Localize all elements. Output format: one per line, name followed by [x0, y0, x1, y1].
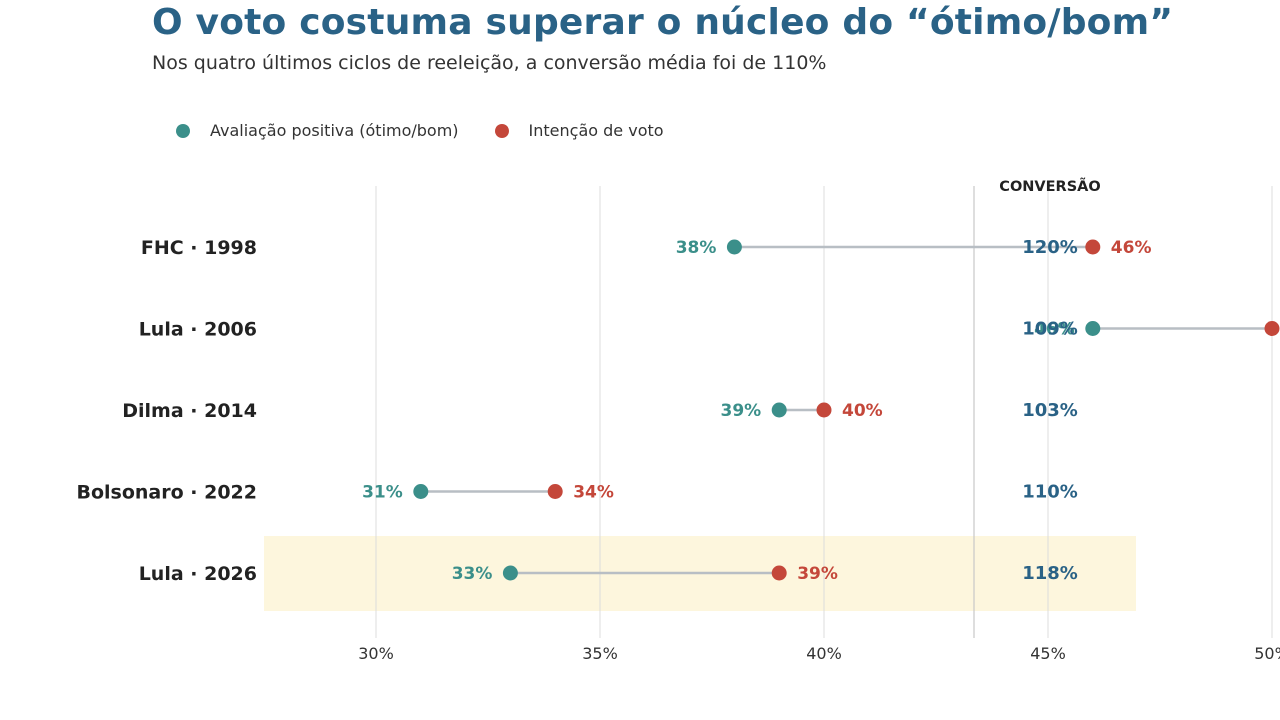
legend-item-approval: Avaliação positiva (ótimo/bom) [176, 121, 459, 140]
approval-data-label: 46% [1034, 320, 1075, 340]
legend: Avaliação positiva (ótimo/bom) Intenção … [176, 121, 700, 140]
vote-point [771, 565, 787, 581]
legend-label-vote: Intenção de voto [528, 121, 664, 140]
vote-data-label: 46% [1111, 238, 1152, 258]
vote-data-label: 39% [797, 564, 838, 584]
approval-data-label: 38% [676, 238, 717, 258]
approval-point [726, 239, 742, 255]
legend-marker-approval [176, 123, 190, 138]
row-label: Dilma · 2014 [122, 400, 257, 422]
x-tick-label: 40% [806, 644, 842, 663]
chart-subtitle: Nos quatro últimos ciclos de reeleição, … [152, 52, 827, 74]
x-tick-label: 35% [582, 644, 618, 663]
approval-data-label: 31% [362, 483, 403, 503]
chart-title: O voto costuma superar o núcleo do “ótim… [152, 2, 1174, 43]
row-label: FHC · 1998 [141, 237, 257, 259]
vote-data-label: 40% [842, 401, 883, 421]
approval-point [1085, 321, 1101, 336]
legend-marker-vote [494, 123, 509, 138]
conversion-value: 103% [1022, 400, 1078, 421]
row-label: Lula · 2006 [139, 319, 257, 341]
approval-point [771, 402, 787, 418]
row-label: Bolsonaro · 2022 [76, 482, 257, 504]
conversion-value: 110% [1022, 482, 1078, 503]
vote-point [547, 484, 563, 499]
x-tick-label: 30% [358, 644, 394, 663]
approval-point [413, 484, 429, 499]
approval-data-label: 39% [720, 401, 761, 421]
vote-data-label: 34% [573, 483, 614, 503]
x-tick-label: 45% [1030, 644, 1066, 663]
vote-point [1085, 239, 1101, 255]
conversion-value: 109% [1022, 319, 1078, 340]
conversion-value: 120% [1022, 237, 1078, 258]
approval-point [502, 565, 518, 581]
row-label: Lula · 2026 [139, 563, 257, 585]
conversion-header: CONVERSÃO [999, 178, 1100, 195]
legend-item-vote: Intenção de voto [494, 121, 664, 140]
x-tick-label: 50% [1254, 644, 1280, 663]
vote-point [816, 402, 832, 418]
conversion-value: 118% [1022, 563, 1078, 584]
approval-data-label: 33% [452, 564, 493, 584]
legend-label-approval: Avaliação positiva (ótimo/bom) [210, 121, 459, 140]
vote-point [1264, 321, 1280, 336]
